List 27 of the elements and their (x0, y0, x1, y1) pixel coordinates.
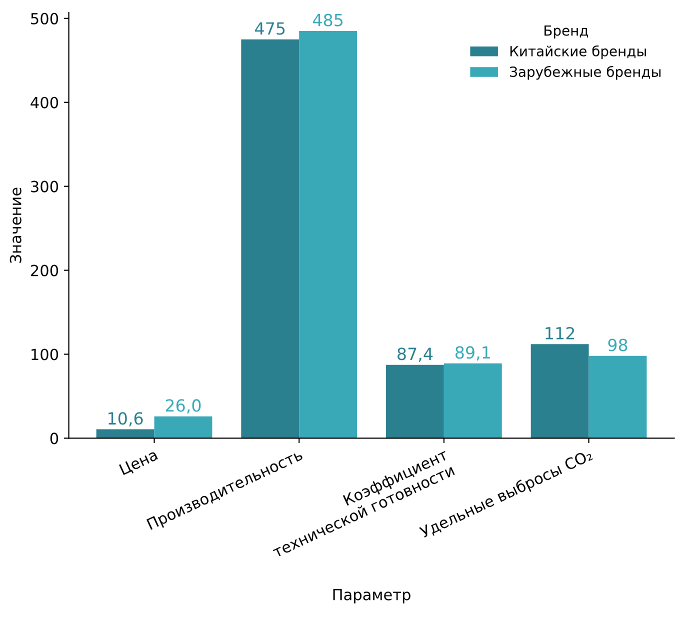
legend-label: Зарубежные бренды (510, 66, 660, 80)
x-axis-title: Параметр (333, 589, 410, 604)
data-label: 485 (312, 14, 343, 26)
bar (530, 344, 589, 438)
data-label: 26,0 (166, 399, 201, 414)
y-tick-label: 400 (30, 96, 58, 108)
y-tick-label: 100 (32, 348, 58, 360)
bar (386, 364, 444, 438)
data-label: 112 (546, 326, 574, 340)
y-tick-label: 0 (50, 432, 58, 444)
y-tick-label: 200 (31, 264, 58, 276)
bar (154, 416, 212, 438)
bar (444, 363, 502, 438)
data-label: 475 (255, 22, 285, 35)
data-label: 98 (608, 338, 628, 352)
legend-title: Бренд (544, 25, 588, 38)
data-label: 87,4 (398, 348, 433, 362)
legend-label: Китайские бренды (510, 45, 646, 60)
y-axis-title: Значение (10, 188, 22, 263)
bar (588, 356, 647, 438)
bar (96, 429, 154, 438)
data-label: 89,1 (455, 346, 490, 360)
y-tick-label: 300 (31, 180, 58, 192)
bar (299, 30, 358, 438)
bar (241, 39, 300, 438)
y-tick-label: 500 (31, 12, 58, 24)
data-label: 10,6 (108, 412, 143, 426)
